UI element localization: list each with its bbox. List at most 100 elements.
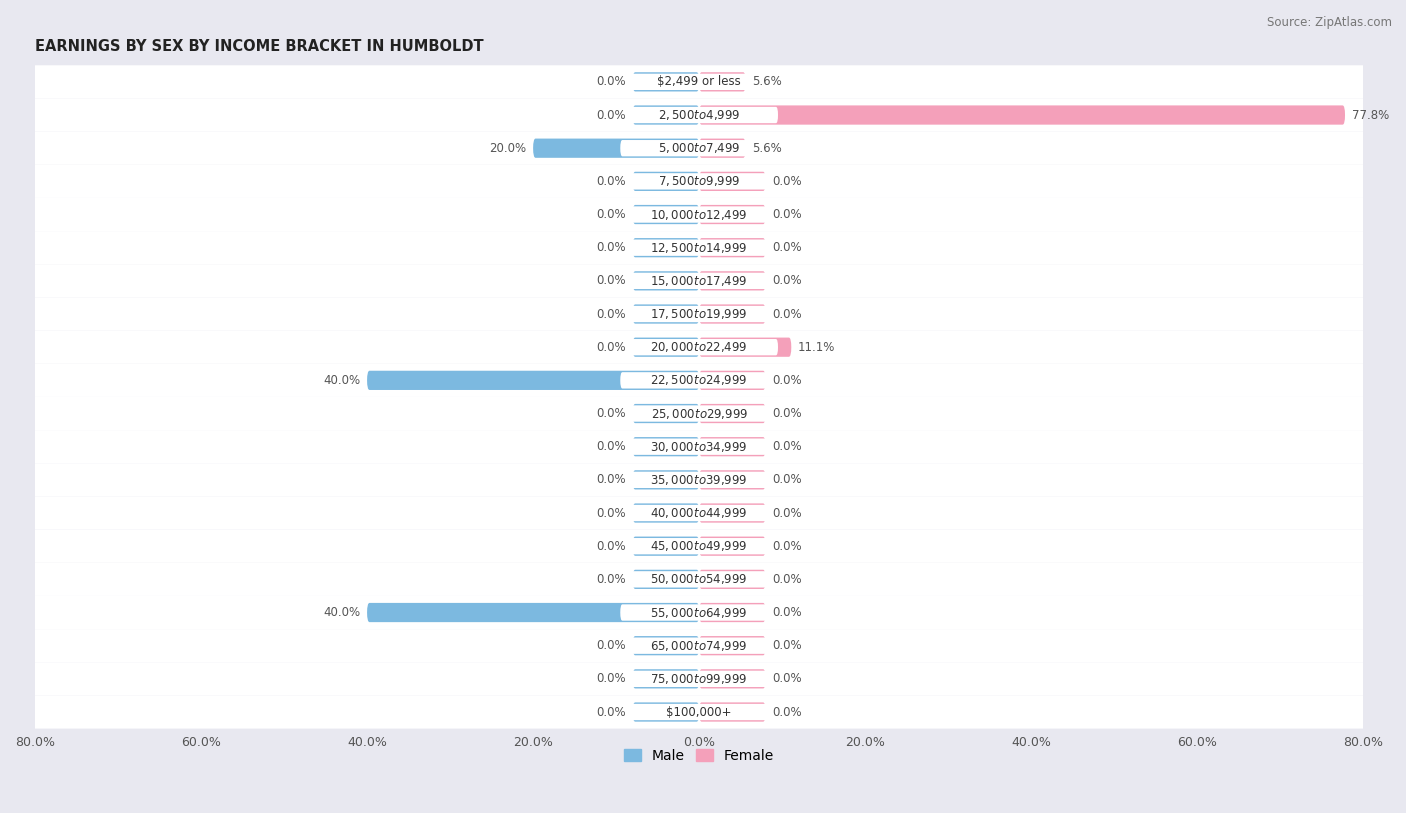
FancyBboxPatch shape <box>620 339 778 355</box>
FancyBboxPatch shape <box>699 172 765 191</box>
FancyBboxPatch shape <box>35 264 1364 298</box>
FancyBboxPatch shape <box>633 537 699 556</box>
FancyBboxPatch shape <box>699 238 765 257</box>
Text: $30,000 to $34,999: $30,000 to $34,999 <box>651 440 748 454</box>
Text: 0.0%: 0.0% <box>596 573 626 586</box>
FancyBboxPatch shape <box>633 636 699 655</box>
Text: $25,000 to $29,999: $25,000 to $29,999 <box>651 406 748 420</box>
FancyBboxPatch shape <box>35 65 1364 98</box>
FancyBboxPatch shape <box>699 272 765 290</box>
Text: $10,000 to $12,499: $10,000 to $12,499 <box>651 207 748 221</box>
FancyBboxPatch shape <box>367 603 699 622</box>
FancyBboxPatch shape <box>699 106 1346 124</box>
FancyBboxPatch shape <box>633 337 699 357</box>
Text: 0.0%: 0.0% <box>772 672 801 685</box>
Text: 0.0%: 0.0% <box>772 506 801 520</box>
FancyBboxPatch shape <box>35 397 1364 430</box>
Text: $35,000 to $39,999: $35,000 to $39,999 <box>651 473 748 487</box>
Text: 0.0%: 0.0% <box>596 241 626 254</box>
Text: 0.0%: 0.0% <box>772 241 801 254</box>
FancyBboxPatch shape <box>620 140 778 156</box>
FancyBboxPatch shape <box>633 304 699 324</box>
FancyBboxPatch shape <box>699 371 765 390</box>
FancyBboxPatch shape <box>620 406 778 422</box>
FancyBboxPatch shape <box>699 205 765 224</box>
Text: $40,000 to $44,999: $40,000 to $44,999 <box>651 506 748 520</box>
Text: 0.0%: 0.0% <box>772 473 801 486</box>
FancyBboxPatch shape <box>620 306 778 322</box>
Text: $15,000 to $17,499: $15,000 to $17,499 <box>651 274 748 288</box>
Text: 0.0%: 0.0% <box>596 274 626 287</box>
FancyBboxPatch shape <box>367 371 699 390</box>
FancyBboxPatch shape <box>620 272 778 289</box>
FancyBboxPatch shape <box>620 538 778 554</box>
FancyBboxPatch shape <box>633 106 699 124</box>
Text: 0.0%: 0.0% <box>596 341 626 354</box>
FancyBboxPatch shape <box>633 702 699 722</box>
Text: 0.0%: 0.0% <box>772 440 801 453</box>
Text: $20,000 to $22,499: $20,000 to $22,499 <box>651 340 748 354</box>
FancyBboxPatch shape <box>699 503 765 523</box>
FancyBboxPatch shape <box>699 669 765 689</box>
Text: 0.0%: 0.0% <box>596 208 626 221</box>
FancyBboxPatch shape <box>620 372 778 389</box>
Text: 0.0%: 0.0% <box>596 706 626 719</box>
Text: $75,000 to $99,999: $75,000 to $99,999 <box>651 672 748 686</box>
FancyBboxPatch shape <box>633 238 699 257</box>
Text: EARNINGS BY SEX BY INCOME BRACKET IN HUMBOLDT: EARNINGS BY SEX BY INCOME BRACKET IN HUM… <box>35 39 484 54</box>
FancyBboxPatch shape <box>35 331 1364 363</box>
FancyBboxPatch shape <box>35 363 1364 397</box>
FancyBboxPatch shape <box>633 437 699 456</box>
FancyBboxPatch shape <box>699 603 765 622</box>
Text: $45,000 to $49,999: $45,000 to $49,999 <box>651 539 748 553</box>
FancyBboxPatch shape <box>35 596 1364 629</box>
FancyBboxPatch shape <box>620 207 778 223</box>
Text: 0.0%: 0.0% <box>772 706 801 719</box>
FancyBboxPatch shape <box>699 72 745 92</box>
Text: 0.0%: 0.0% <box>772 208 801 221</box>
Text: 0.0%: 0.0% <box>596 108 626 121</box>
FancyBboxPatch shape <box>35 231 1364 264</box>
Text: 0.0%: 0.0% <box>772 407 801 420</box>
FancyBboxPatch shape <box>633 72 699 92</box>
Text: 0.0%: 0.0% <box>596 473 626 486</box>
Text: 0.0%: 0.0% <box>596 672 626 685</box>
Text: 11.1%: 11.1% <box>799 341 835 354</box>
Text: $65,000 to $74,999: $65,000 to $74,999 <box>651 639 748 653</box>
FancyBboxPatch shape <box>35 663 1364 695</box>
FancyBboxPatch shape <box>35 695 1364 728</box>
FancyBboxPatch shape <box>620 472 778 488</box>
FancyBboxPatch shape <box>699 404 765 423</box>
Text: Source: ZipAtlas.com: Source: ZipAtlas.com <box>1267 16 1392 29</box>
FancyBboxPatch shape <box>699 304 765 324</box>
Text: 0.0%: 0.0% <box>596 440 626 453</box>
FancyBboxPatch shape <box>35 98 1364 132</box>
Text: 0.0%: 0.0% <box>772 606 801 619</box>
Text: $17,500 to $19,999: $17,500 to $19,999 <box>651 307 748 321</box>
FancyBboxPatch shape <box>620 173 778 189</box>
FancyBboxPatch shape <box>699 636 765 655</box>
FancyBboxPatch shape <box>633 669 699 689</box>
Text: $12,500 to $14,999: $12,500 to $14,999 <box>651 241 748 254</box>
FancyBboxPatch shape <box>35 132 1364 165</box>
Text: 40.0%: 40.0% <box>323 606 360 619</box>
FancyBboxPatch shape <box>699 470 765 489</box>
Text: 0.0%: 0.0% <box>596 407 626 420</box>
Text: $55,000 to $64,999: $55,000 to $64,999 <box>651 606 748 620</box>
Text: 40.0%: 40.0% <box>323 374 360 387</box>
Text: 0.0%: 0.0% <box>596 175 626 188</box>
Text: $2,499 or less: $2,499 or less <box>657 76 741 89</box>
FancyBboxPatch shape <box>35 298 1364 331</box>
FancyBboxPatch shape <box>699 537 765 556</box>
FancyBboxPatch shape <box>35 629 1364 663</box>
FancyBboxPatch shape <box>699 437 765 456</box>
FancyBboxPatch shape <box>620 572 778 588</box>
FancyBboxPatch shape <box>35 463 1364 497</box>
FancyBboxPatch shape <box>620 438 778 454</box>
FancyBboxPatch shape <box>699 570 765 589</box>
Text: 0.0%: 0.0% <box>772 639 801 652</box>
FancyBboxPatch shape <box>633 172 699 191</box>
FancyBboxPatch shape <box>620 671 778 687</box>
Text: $2,500 to $4,999: $2,500 to $4,999 <box>658 108 741 122</box>
Text: 0.0%: 0.0% <box>772 307 801 320</box>
